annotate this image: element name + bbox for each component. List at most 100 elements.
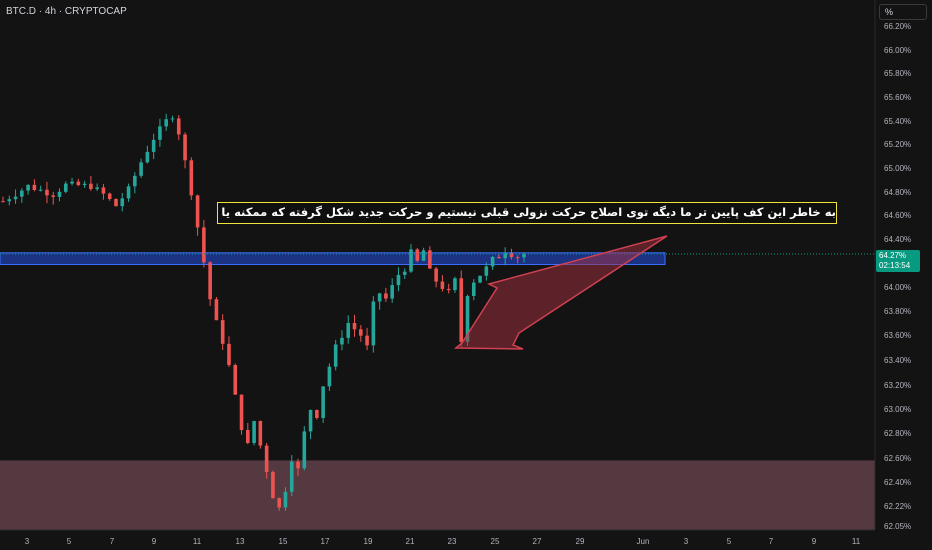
candle-body	[308, 410, 313, 432]
candle-body	[459, 278, 464, 342]
x-tick-label: Jun	[637, 537, 650, 546]
candle-body	[283, 491, 288, 508]
candle-body	[189, 160, 194, 196]
annotation-box[interactable]: به خاطر این کف پایین تر ما دیگه توی اصلا…	[217, 202, 837, 224]
candle-body	[302, 431, 307, 469]
candle-body	[446, 288, 451, 291]
candle-body	[202, 227, 206, 263]
candle-body	[478, 275, 482, 283]
candle-body	[384, 293, 388, 299]
candle-body	[421, 250, 426, 261]
candle-body	[327, 366, 332, 387]
candle-body	[20, 190, 24, 197]
candle-body	[239, 394, 244, 431]
x-tick-label: 9	[152, 537, 157, 546]
x-tick-label: 3	[684, 537, 689, 546]
x-tick-label: 3	[25, 537, 30, 546]
candle-body	[89, 183, 93, 190]
candle-body	[315, 410, 319, 419]
y-tick-label: 62.05%	[884, 522, 911, 531]
x-tick-label: 15	[279, 537, 288, 546]
candle-body	[45, 189, 49, 196]
y-tick-label: 63.20%	[884, 381, 911, 390]
candle-body	[289, 461, 294, 492]
candle-body	[51, 195, 56, 197]
candle-body	[183, 134, 187, 161]
y-tick-label: 65.40%	[884, 117, 911, 126]
price-axis[interactable]: 66.20% 66.00% 65.80% 65.60% 65.40% 65.20% 65.0…	[884, 22, 911, 531]
y-tick-label: 65.00%	[884, 164, 911, 173]
y-tick-label: 63.40%	[884, 356, 911, 365]
candle-body	[1, 201, 5, 203]
candle-body	[471, 282, 476, 296]
y-tick-label: 65.20%	[884, 140, 911, 149]
candle-body	[490, 256, 495, 267]
candle-body	[145, 151, 150, 163]
x-tick-label: 5	[727, 537, 732, 546]
x-tick-label: 7	[769, 537, 774, 546]
candle-body	[340, 337, 344, 345]
candle-body	[114, 198, 118, 207]
y-tick-label: 63.00%	[884, 405, 911, 414]
candle-body	[484, 266, 489, 276]
y-tick-label: 63.80%	[884, 307, 911, 316]
x-tick-label: 21	[406, 537, 415, 546]
candle-body	[208, 262, 212, 300]
candle-body	[377, 293, 382, 302]
candles	[1, 113, 526, 511]
y-tick-label: 62.80%	[884, 429, 911, 438]
symbol-title: BTC.D · 4h · CRYPTOCAP	[6, 6, 127, 17]
candle-body	[321, 386, 325, 419]
candle-body	[415, 249, 420, 261]
percent-scale-button[interactable]: %	[879, 4, 927, 20]
last-price-value: 64.27%	[879, 251, 907, 260]
x-tick-label: 23	[448, 537, 457, 546]
time-axis[interactable]: 3 5 7 9 11 13 15 17 19 21 23 25 27 29 Jun 3 5 7 9 11	[25, 537, 861, 546]
candle-body	[296, 461, 300, 469]
arrow-drawing[interactable]	[453, 235, 668, 350]
candle-body	[352, 323, 357, 330]
y-tick-label: 66.20%	[884, 22, 911, 31]
candle-body	[503, 253, 507, 259]
candle-body	[82, 183, 87, 186]
x-tick-label: 5	[67, 537, 72, 546]
candle-body	[7, 199, 12, 202]
candle-body	[227, 343, 231, 366]
candle-body	[258, 421, 263, 446]
resistance-zone[interactable]	[0, 252, 666, 266]
y-tick-label: 62.40%	[884, 478, 911, 487]
candle-body	[371, 301, 376, 346]
x-tick-label: 29	[576, 537, 585, 546]
candle-body	[402, 271, 407, 275]
candle-body	[195, 195, 200, 228]
candle-body	[95, 187, 99, 190]
candle-body	[151, 139, 156, 152]
candle-body	[509, 253, 514, 258]
candle-body	[440, 281, 445, 289]
x-tick-label: 17	[321, 537, 330, 546]
candle-body	[107, 193, 112, 199]
bar-countdown: 02:13:54	[879, 261, 911, 270]
candle-body	[63, 183, 68, 192]
candle-body	[70, 181, 74, 184]
support-zone[interactable]	[0, 460, 875, 530]
candle-body	[126, 186, 131, 199]
y-tick-label: 64.60%	[884, 211, 911, 220]
candle-body	[252, 421, 256, 444]
candle-body	[515, 257, 520, 259]
candle-body	[396, 274, 401, 286]
candle-body	[101, 187, 106, 194]
candle-body	[120, 198, 125, 207]
y-tick-label: 65.80%	[884, 69, 911, 78]
x-tick-label: 7	[110, 537, 115, 546]
x-tick-label: 19	[364, 537, 373, 546]
candle-body	[358, 329, 363, 336]
candle-body	[233, 365, 238, 395]
x-tick-label: 9	[812, 537, 817, 546]
candle-body	[76, 181, 81, 186]
candle-body	[497, 256, 501, 259]
candle-body	[158, 126, 162, 140]
candle-body	[365, 335, 369, 346]
candle-body	[26, 184, 30, 191]
